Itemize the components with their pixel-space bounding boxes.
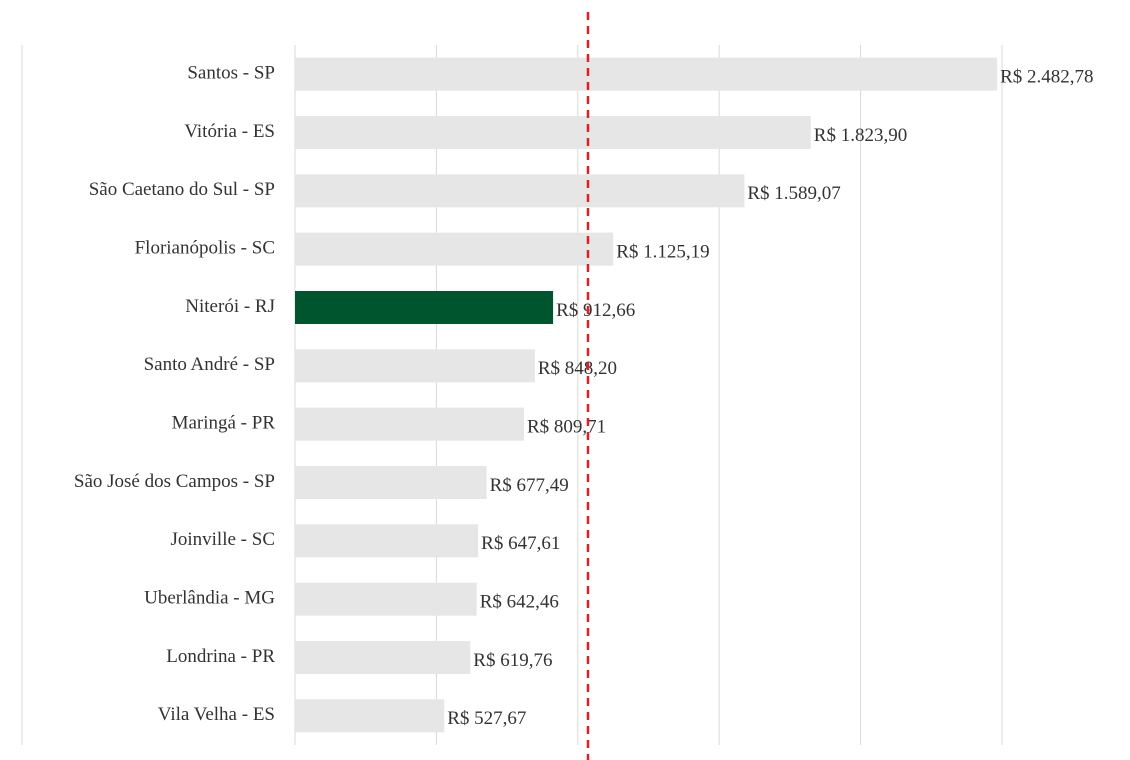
value-label: R$ 2.482,78 — [1000, 67, 1093, 88]
bar — [295, 174, 745, 208]
y-tick-label: Maringá - PR — [172, 413, 276, 434]
y-tick-label: Uberlândia - MG — [144, 588, 275, 609]
bar — [295, 699, 445, 733]
value-label: R$ 1.589,07 — [747, 183, 840, 204]
y-tick-label: Santo André - SP — [144, 354, 275, 375]
value-label: R$ 809,71 — [527, 417, 606, 438]
y-tick-label: Vitória - ES — [184, 121, 275, 142]
bar — [295, 349, 535, 383]
value-label: R$ 647,61 — [481, 533, 560, 554]
y-tick-label: Joinville - SC — [170, 529, 275, 550]
value-label: R$ 619,76 — [473, 650, 552, 671]
bar — [295, 116, 811, 149]
y-tick-label: Londrina - PR — [166, 646, 275, 667]
bar — [295, 57, 998, 91]
value-label: R$ 1.125,19 — [616, 242, 709, 263]
y-tick-label: Niterói - RJ — [185, 296, 275, 317]
y-tick-label: Santos - SP — [187, 63, 275, 84]
bar — [295, 524, 479, 558]
value-label: R$ 848,20 — [538, 358, 617, 379]
bar — [295, 582, 477, 616]
bar — [295, 407, 524, 441]
value-label: R$ 527,67 — [447, 708, 526, 729]
y-tick-label: Vila Velha - ES — [158, 704, 275, 725]
bar — [295, 466, 487, 499]
bar — [295, 291, 554, 324]
value-label: R$ 1.823,90 — [814, 125, 907, 146]
value-label: R$ 677,49 — [490, 475, 569, 496]
bar — [295, 232, 614, 266]
y-tick-label: São José dos Campos - SP — [74, 471, 275, 492]
value-label: R$ 642,46 — [480, 592, 559, 613]
y-tick-label: Florianópolis - SC — [135, 238, 275, 259]
value-label: R$ 912,66 — [556, 300, 635, 321]
y-tick-label: São Caetano do Sul - SP — [89, 179, 275, 200]
bar — [295, 641, 471, 674]
